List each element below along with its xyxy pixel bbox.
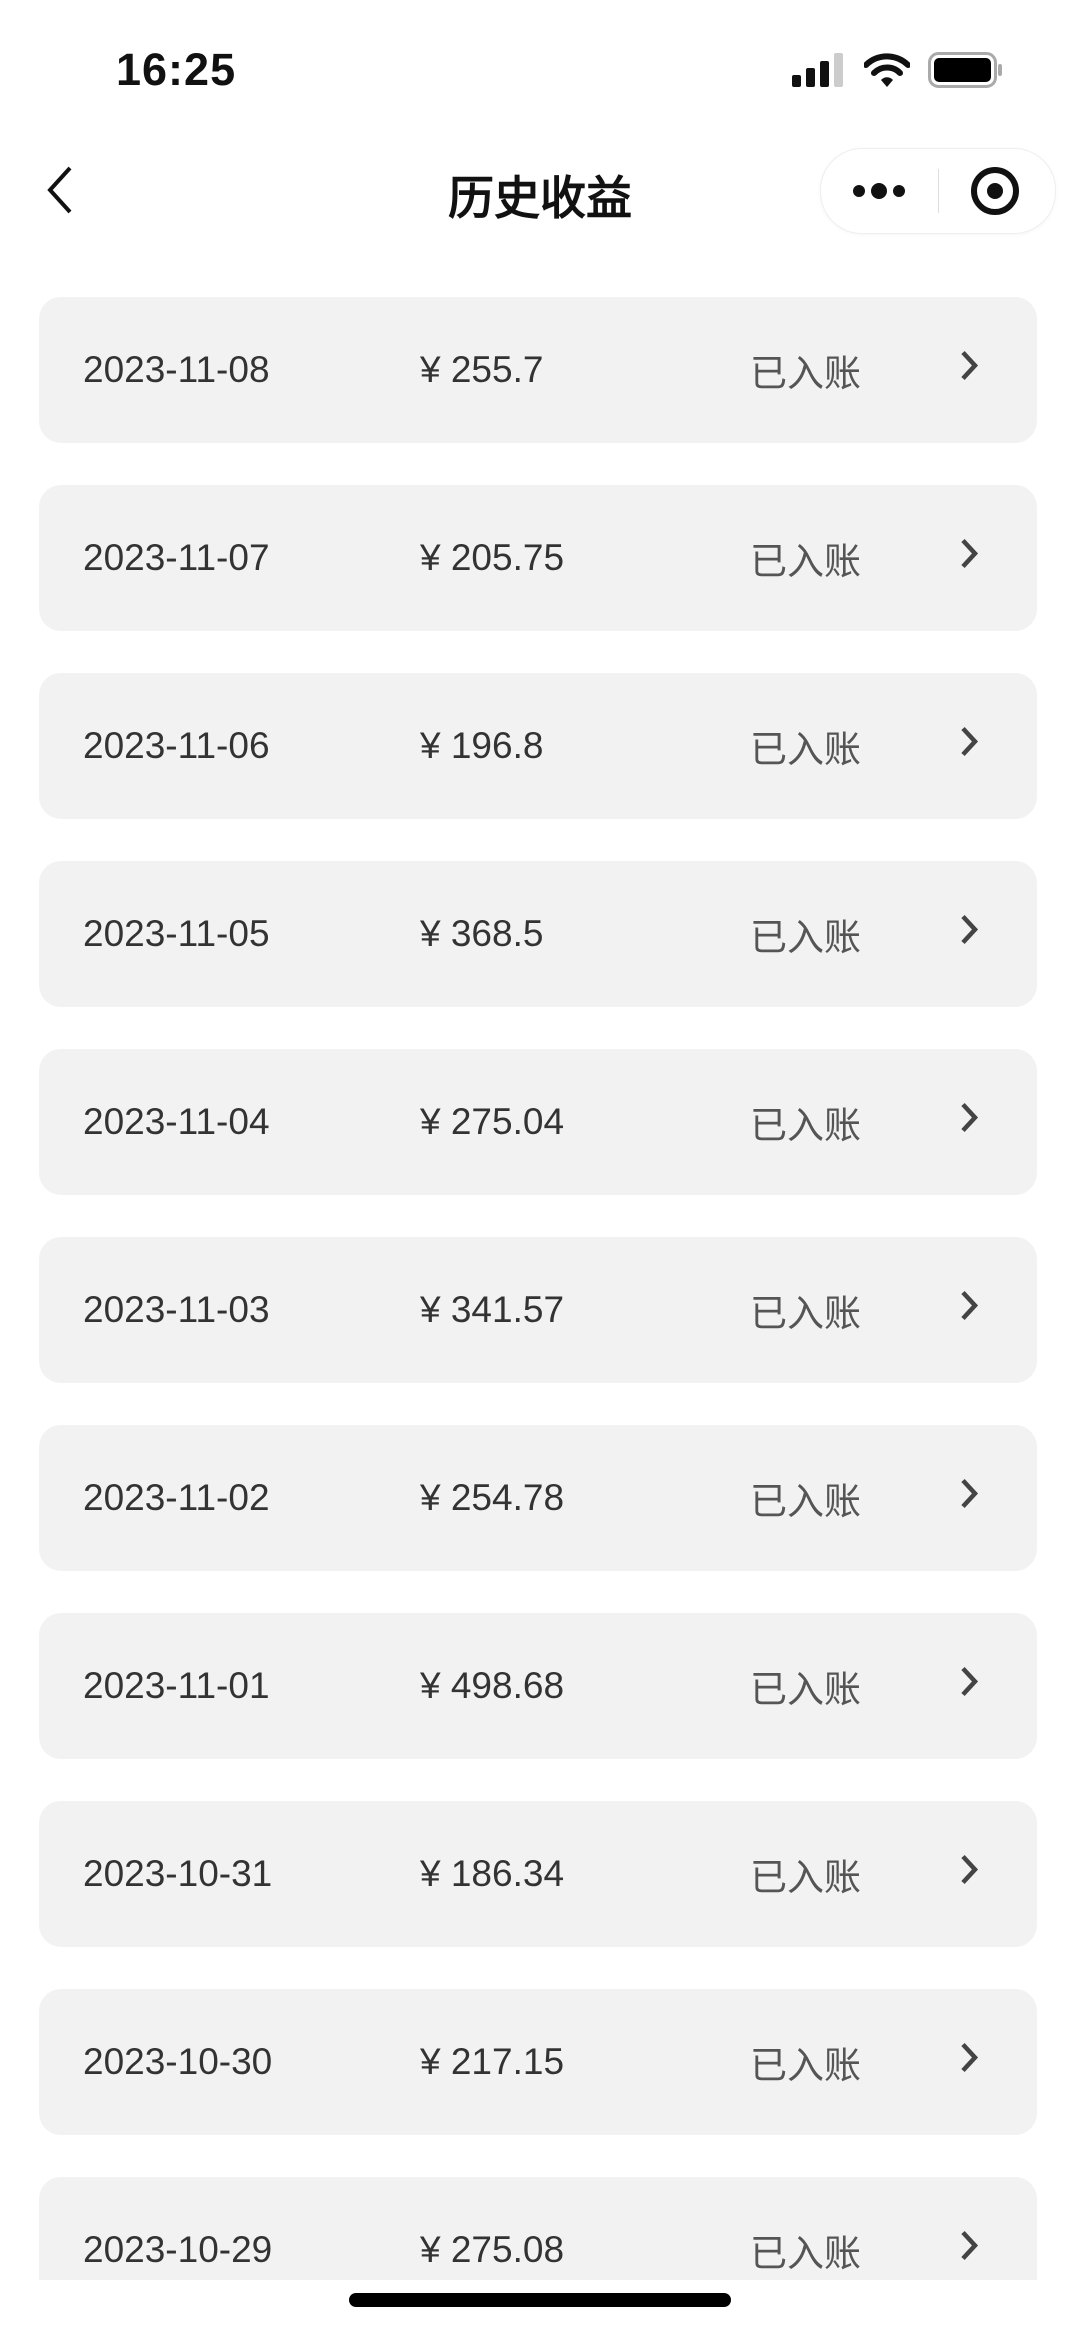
record-amount: ¥ 186.34 <box>420 1853 565 1894</box>
chevron-right-icon <box>957 537 981 580</box>
earning-record-row[interactable]: 2023-10-31 ¥ 186.34 已入账 <box>39 1801 1037 1947</box>
earning-record-row[interactable]: 2023-10-29 ¥ 275.08 已入账 <box>39 2177 1037 2280</box>
chevron-right-icon <box>957 2229 981 2272</box>
capsule-divider <box>938 169 939 213</box>
record-date: 2023-10-31 <box>83 1853 273 1894</box>
earning-record-row[interactable]: 2023-11-08 ¥ 255.7 已入账 <box>39 297 1037 443</box>
chevron-right-icon <box>957 913 981 956</box>
record-status: 已入账 <box>750 1293 861 1334</box>
record-date: 2023-11-07 <box>83 537 270 578</box>
chevron-right-icon <box>957 1289 981 1332</box>
home-indicator <box>349 2293 731 2307</box>
more-button[interactable] <box>821 149 937 233</box>
record-date: 2023-11-01 <box>83 1665 270 1706</box>
record-status: 已入账 <box>750 541 861 582</box>
earning-record-row[interactable]: 2023-11-02 ¥ 254.78 已入账 <box>39 1425 1037 1571</box>
record-status: 已入账 <box>750 1105 861 1146</box>
record-date: 2023-11-06 <box>83 725 270 766</box>
record-status: 已入账 <box>750 917 861 958</box>
chevron-right-icon <box>957 349 981 392</box>
signal-icon <box>792 53 843 87</box>
chevron-left-icon <box>47 166 72 214</box>
record-amount: ¥ 205.75 <box>420 537 565 578</box>
status-time: 16:25 <box>116 44 237 95</box>
chevron-right-icon <box>957 1853 981 1896</box>
page-title: 历史收益 <box>448 172 632 224</box>
record-amount: ¥ 341.57 <box>420 1289 565 1330</box>
status-bar: 16:25 <box>0 0 1080 130</box>
more-dots-icon <box>853 183 905 199</box>
battery-icon <box>928 52 1002 88</box>
close-button[interactable] <box>939 149 1055 233</box>
wifi-icon <box>864 53 910 87</box>
record-amount: ¥ 254.78 <box>420 1477 565 1518</box>
earning-record-row[interactable]: 2023-10-30 ¥ 217.15 已入账 <box>39 1989 1037 2135</box>
record-amount: ¥ 196.8 <box>420 725 544 766</box>
earning-record-row[interactable]: 2023-11-04 ¥ 275.04 已入账 <box>39 1049 1037 1195</box>
record-amount: ¥ 275.04 <box>420 1101 565 1142</box>
chevron-right-icon <box>957 1665 981 1708</box>
record-date: 2023-11-05 <box>83 913 270 954</box>
earning-record-row[interactable]: 2023-11-01 ¥ 498.68 已入账 <box>39 1613 1037 1759</box>
record-amount: ¥ 275.08 <box>420 2229 565 2270</box>
back-button[interactable] <box>40 160 90 220</box>
earnings-list[interactable]: 2023-11-08 ¥ 255.7 已入账 2023-11-07 ¥ 205.75 已入… <box>39 297 1037 2280</box>
earning-record-row[interactable]: 2023-11-07 ¥ 205.75 已入账 <box>39 485 1037 631</box>
chevron-right-icon <box>957 725 981 768</box>
record-status: 已入账 <box>750 1669 861 1710</box>
record-amount: ¥ 368.5 <box>420 913 544 954</box>
record-date: 2023-11-04 <box>83 1101 270 1142</box>
chevron-right-icon <box>957 1477 981 1520</box>
record-status: 已入账 <box>750 353 861 394</box>
earning-record-row[interactable]: 2023-11-05 ¥ 368.5 已入账 <box>39 861 1037 1007</box>
earning-record-row[interactable]: 2023-11-06 ¥ 196.8 已入账 <box>39 673 1037 819</box>
record-amount: ¥ 255.7 <box>420 349 544 390</box>
record-date: 2023-10-30 <box>83 2041 273 2082</box>
record-amount: ¥ 217.15 <box>420 2041 565 2082</box>
record-date: 2023-10-29 <box>83 2229 273 2270</box>
record-date: 2023-11-02 <box>83 1477 270 1518</box>
earning-record-row[interactable]: 2023-11-03 ¥ 341.57 已入账 <box>39 1237 1037 1383</box>
record-status: 已入账 <box>750 729 861 770</box>
record-status: 已入账 <box>750 1857 861 1898</box>
nav-bar: 历史收益 <box>0 140 1080 240</box>
record-date: 2023-11-08 <box>83 349 270 390</box>
chevron-right-icon <box>957 2041 981 2084</box>
record-amount: ¥ 498.68 <box>420 1665 565 1706</box>
chevron-right-icon <box>957 1101 981 1144</box>
record-status: 已入账 <box>750 2233 861 2274</box>
record-status: 已入账 <box>750 2045 861 2086</box>
record-date: 2023-11-03 <box>83 1289 270 1330</box>
record-status: 已入账 <box>750 1481 861 1522</box>
target-close-icon <box>971 167 1019 215</box>
mini-program-capsule <box>820 148 1056 234</box>
